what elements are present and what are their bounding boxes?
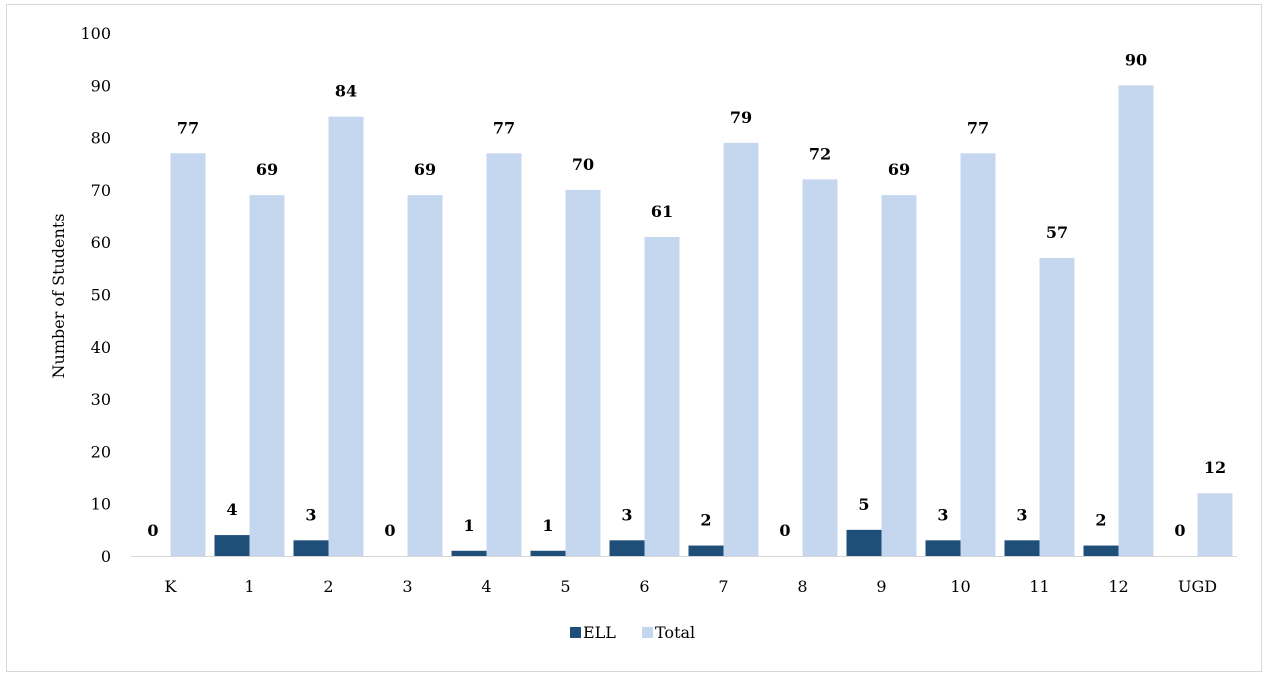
legend-swatch-ell xyxy=(570,627,581,638)
y-tick-label: 20 xyxy=(91,442,111,461)
x-tick-label: 12 xyxy=(1108,577,1128,596)
x-tick-label: 11 xyxy=(1029,577,1049,596)
y-tick-label: 60 xyxy=(91,233,111,252)
bar-total-4 xyxy=(486,153,522,557)
data-label-total-4: 77 xyxy=(493,118,515,137)
data-label-total-k: 77 xyxy=(177,118,199,137)
data-label-ell-3: 0 xyxy=(384,521,395,540)
data-label-ell-11: 3 xyxy=(1016,505,1027,524)
bar-ell-12 xyxy=(1083,545,1119,556)
data-label-total-12: 90 xyxy=(1125,50,1147,69)
bar-ell-6 xyxy=(609,540,645,556)
bar-total-2 xyxy=(328,116,364,557)
x-tick-label: 8 xyxy=(797,577,807,596)
data-label-total-9: 69 xyxy=(888,160,910,179)
bar-total-8 xyxy=(802,179,838,556)
legend-swatch-total xyxy=(642,627,653,638)
bar-ell-11 xyxy=(1004,540,1040,556)
x-tick-label: 1 xyxy=(244,577,254,596)
bar-ell-9 xyxy=(846,529,882,556)
data-label-total-10: 77 xyxy=(967,118,989,137)
bar-total-3 xyxy=(407,195,443,556)
x-tick-label: 10 xyxy=(950,577,970,596)
y-tick-label: 50 xyxy=(91,286,111,305)
data-label-total-6: 61 xyxy=(651,202,673,221)
bars xyxy=(170,85,1233,557)
bar-total-5 xyxy=(565,189,601,556)
data-label-total-3: 69 xyxy=(414,160,436,179)
data-label-ell-10: 3 xyxy=(937,505,948,524)
data-label-ell-12: 2 xyxy=(1095,511,1106,530)
data-label-ell-k: 0 xyxy=(147,521,158,540)
data-label-total-11: 57 xyxy=(1046,223,1068,242)
legend-label-total: Total xyxy=(655,623,695,642)
y-tick-label: 40 xyxy=(91,338,111,357)
y-tick-label: 80 xyxy=(91,129,111,148)
y-tick-label: 0 xyxy=(101,547,111,566)
legend-label-ell: ELL xyxy=(583,623,616,642)
data-label-ell-9: 5 xyxy=(858,495,869,514)
y-tick-label: 70 xyxy=(91,181,111,200)
y-tick-label: 90 xyxy=(91,76,111,95)
bar-total-7 xyxy=(723,142,759,556)
data-label-total-1: 69 xyxy=(256,160,278,179)
data-label-ell-7: 2 xyxy=(700,511,711,530)
data-label-ell-ugd: 0 xyxy=(1174,521,1185,540)
data-label-ell-6: 3 xyxy=(621,505,632,524)
data-label-total-5: 70 xyxy=(572,155,594,174)
bar-ell-2 xyxy=(293,540,329,556)
x-tick-label: 4 xyxy=(481,577,491,596)
data-label-ell-2: 3 xyxy=(305,505,316,524)
y-tick-label: 30 xyxy=(91,390,111,409)
x-tick-label: K xyxy=(165,577,178,596)
x-axis-ticks: K 1 2 3 4 5 6 7 8 9 10 11 12 UGD xyxy=(165,577,1218,596)
x-tick-label: 7 xyxy=(718,577,728,596)
data-label-total-7: 79 xyxy=(730,108,752,127)
legend: ELL Total xyxy=(570,623,695,642)
data-label-ell-4: 1 xyxy=(463,516,474,535)
bar-ell-1 xyxy=(214,535,250,556)
x-tick-label: 6 xyxy=(639,577,649,596)
bar-total-12 xyxy=(1118,85,1154,557)
bar-total-ugd xyxy=(1197,493,1233,556)
y-axis-ticks: 0 10 20 30 40 50 60 70 80 90 100 xyxy=(80,24,111,566)
bar-total-9 xyxy=(881,195,917,556)
data-label-total-ugd: 12 xyxy=(1204,458,1226,477)
data-label-total-2: 84 xyxy=(335,82,357,101)
data-label-ell-5: 1 xyxy=(542,516,553,535)
bar-total-k xyxy=(170,153,206,557)
bar-total-11 xyxy=(1039,257,1075,556)
bar-ell-4 xyxy=(451,550,487,556)
bar-total-6 xyxy=(644,236,680,556)
data-label-total-8: 72 xyxy=(809,144,831,163)
x-tick-label: 9 xyxy=(876,577,886,596)
bar-ell-7 xyxy=(688,545,724,556)
bar-total-10 xyxy=(960,153,996,557)
y-axis-title: Number of Students xyxy=(49,214,68,379)
x-tick-label: UGD xyxy=(1178,577,1217,596)
x-tick-label: 3 xyxy=(402,577,412,596)
data-label-ell-1: 4 xyxy=(226,500,237,519)
bar-ell-10 xyxy=(925,540,961,556)
bar-total-1 xyxy=(249,195,285,556)
bar-ell-5 xyxy=(530,550,566,556)
data-label-ell-8: 0 xyxy=(779,521,790,540)
data-labels: 0 77 4 69 3 84 0 69 1 77 1 70 3 61 2 79 0 72 5 69 3 77 3 57 2 90 0… xyxy=(147,50,1226,540)
x-tick-label: 2 xyxy=(323,577,333,596)
y-tick-label: 10 xyxy=(91,495,111,514)
x-tick-label: 5 xyxy=(560,577,570,596)
y-tick-label: 100 xyxy=(80,24,111,43)
